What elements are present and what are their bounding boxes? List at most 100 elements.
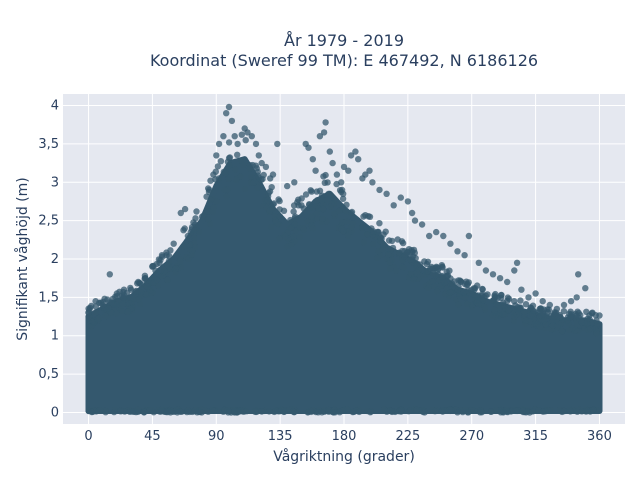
data-point xyxy=(347,152,355,159)
data-point xyxy=(234,151,241,158)
y-tick-label: 0,5 xyxy=(38,367,59,382)
data-point xyxy=(558,327,566,335)
data-point xyxy=(475,259,482,266)
data-point xyxy=(121,408,128,415)
data-point xyxy=(320,129,328,136)
data-point xyxy=(463,300,471,308)
data-point xyxy=(487,408,495,415)
data-point xyxy=(124,308,131,315)
data-point xyxy=(313,210,320,217)
data-point xyxy=(439,273,446,280)
x-tick-label: 360 xyxy=(587,429,612,444)
data-point xyxy=(429,278,436,285)
data-point xyxy=(220,168,227,176)
data-point xyxy=(519,407,527,415)
data-point xyxy=(589,309,596,316)
data-point xyxy=(413,406,421,413)
data-point xyxy=(184,407,192,414)
data-point xyxy=(318,197,326,204)
data-point xyxy=(553,305,561,313)
data-point xyxy=(373,254,381,262)
data-point xyxy=(333,171,341,178)
data-point xyxy=(335,207,343,215)
data-point xyxy=(261,197,268,204)
data-point xyxy=(379,246,387,253)
data-point xyxy=(461,252,468,259)
data-point xyxy=(504,278,511,286)
data-point xyxy=(325,408,332,415)
data-point xyxy=(113,301,121,309)
data-point xyxy=(345,167,352,174)
data-point xyxy=(215,140,223,148)
data-point xyxy=(339,219,346,226)
data-point xyxy=(409,256,416,263)
data-point xyxy=(344,232,352,239)
y-axis-title: Signifikant våghöjd (m) xyxy=(14,177,31,340)
data-point xyxy=(462,294,469,301)
data-point xyxy=(522,301,530,308)
data-point xyxy=(348,223,355,231)
data-point xyxy=(331,210,338,217)
data-point xyxy=(252,140,260,148)
data-point xyxy=(540,317,548,324)
data-point xyxy=(477,407,484,414)
data-point xyxy=(558,408,566,416)
data-point xyxy=(137,289,145,296)
data-point xyxy=(271,213,278,220)
data-point xyxy=(362,171,369,178)
data-point xyxy=(170,240,177,247)
data-point xyxy=(231,133,238,140)
data-point xyxy=(454,409,461,416)
data-point xyxy=(217,158,225,165)
data-point xyxy=(513,259,521,266)
data-point xyxy=(498,291,505,299)
data-point xyxy=(204,216,212,223)
data-point xyxy=(496,275,504,282)
data-point xyxy=(314,197,321,204)
data-point xyxy=(272,407,279,415)
data-point xyxy=(520,308,528,315)
data-point xyxy=(231,408,238,415)
data-point xyxy=(560,301,568,309)
data-point xyxy=(308,408,315,416)
data-point xyxy=(104,296,111,303)
data-point xyxy=(183,242,190,249)
data-point xyxy=(532,290,539,297)
data-point xyxy=(207,177,214,184)
data-point xyxy=(121,292,128,299)
data-point xyxy=(497,409,505,416)
data-point xyxy=(320,173,327,180)
data-point xyxy=(390,202,397,209)
data-point xyxy=(113,310,120,317)
data-point xyxy=(163,252,170,259)
data-point xyxy=(177,258,184,265)
data-point xyxy=(447,240,454,247)
data-point xyxy=(299,224,307,231)
data-point xyxy=(309,156,316,163)
data-point xyxy=(429,270,436,277)
data-point xyxy=(308,221,315,229)
data-point xyxy=(232,166,239,173)
data-point xyxy=(388,237,396,245)
data-point xyxy=(272,218,279,225)
data-point xyxy=(529,408,536,415)
data-point xyxy=(540,306,547,313)
data-point xyxy=(251,178,258,186)
data-point xyxy=(491,306,498,314)
data-points xyxy=(85,103,603,416)
data-point xyxy=(174,409,181,416)
data-point xyxy=(92,309,100,316)
data-point xyxy=(210,208,217,215)
data-point xyxy=(85,309,92,316)
data-point xyxy=(143,291,150,298)
data-point xyxy=(248,133,255,140)
data-point xyxy=(275,196,282,203)
data-point xyxy=(196,228,203,236)
data-point xyxy=(305,144,312,151)
data-point xyxy=(358,223,366,231)
chart-subtitle: Koordinat (Sweref 99 TM): E 467492, N 61… xyxy=(150,51,538,70)
data-point xyxy=(101,407,109,414)
x-tick-label: 0 xyxy=(84,429,92,444)
data-point xyxy=(244,129,251,136)
